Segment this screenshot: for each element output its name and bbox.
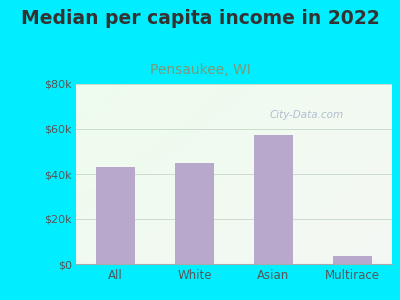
Bar — [333, 256, 372, 264]
Text: Median per capita income in 2022: Median per capita income in 2022 — [21, 9, 379, 28]
Text: Pensaukee, WI: Pensaukee, WI — [150, 63, 250, 77]
Bar — [175, 163, 214, 264]
Text: City-Data.com: City-Data.com — [270, 110, 344, 120]
Bar — [254, 135, 293, 264]
Bar — [96, 167, 135, 264]
